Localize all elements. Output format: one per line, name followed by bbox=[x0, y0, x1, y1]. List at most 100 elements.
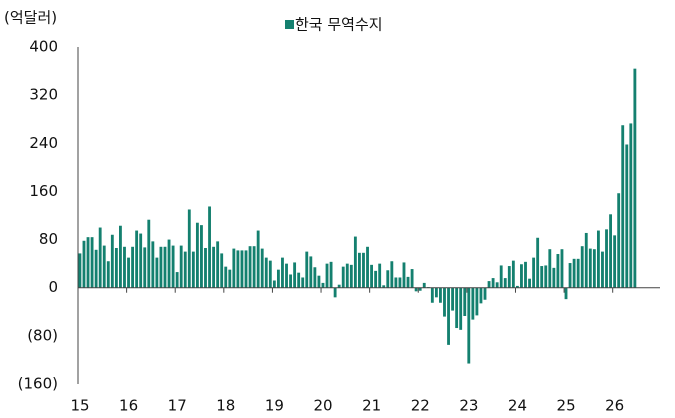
bar bbox=[382, 285, 386, 288]
legend-swatch bbox=[285, 20, 294, 29]
bar bbox=[422, 282, 426, 288]
bar bbox=[313, 267, 317, 288]
bar bbox=[609, 214, 612, 288]
bar bbox=[200, 225, 203, 288]
y-tick-label: 240 bbox=[29, 134, 58, 152]
bar bbox=[605, 229, 608, 288]
bar bbox=[110, 234, 114, 288]
bar bbox=[244, 250, 248, 288]
bar bbox=[147, 219, 151, 288]
x-tick-label: 17 bbox=[168, 397, 187, 415]
bar bbox=[552, 267, 556, 288]
bar bbox=[479, 287, 483, 304]
bar bbox=[256, 230, 260, 288]
bar bbox=[293, 262, 297, 288]
legend-label: 한국 무역수지 bbox=[295, 16, 383, 34]
bar bbox=[151, 241, 155, 288]
bar bbox=[576, 258, 580, 288]
bar bbox=[443, 287, 446, 317]
bar bbox=[333, 287, 337, 298]
bar bbox=[544, 265, 548, 288]
bar bbox=[499, 265, 503, 288]
bar bbox=[536, 237, 540, 288]
bar bbox=[564, 287, 568, 300]
bar bbox=[353, 236, 357, 288]
y-tick-label: (160) bbox=[18, 375, 58, 393]
bar bbox=[276, 269, 280, 288]
bar bbox=[139, 233, 143, 288]
bar bbox=[131, 246, 135, 288]
bar bbox=[358, 252, 361, 288]
bar bbox=[272, 280, 276, 288]
bar bbox=[588, 248, 592, 288]
bar bbox=[394, 277, 398, 288]
bar bbox=[528, 278, 531, 288]
bar bbox=[195, 222, 199, 288]
bar bbox=[439, 287, 442, 303]
bar bbox=[317, 275, 321, 288]
bar bbox=[406, 276, 410, 288]
bar bbox=[625, 144, 629, 288]
bar bbox=[163, 246, 167, 288]
x-tick-label: 26 bbox=[605, 397, 624, 415]
bar bbox=[325, 263, 329, 288]
x-tick-label: 24 bbox=[508, 397, 527, 415]
bar bbox=[232, 248, 236, 288]
bar bbox=[212, 246, 216, 288]
bar bbox=[520, 264, 523, 288]
bar bbox=[629, 123, 633, 288]
bar bbox=[236, 250, 240, 288]
bar bbox=[228, 269, 232, 288]
bar bbox=[114, 247, 118, 288]
bar bbox=[515, 285, 519, 288]
bar bbox=[459, 287, 463, 330]
bar bbox=[390, 261, 394, 288]
bar bbox=[252, 246, 256, 288]
bar bbox=[592, 249, 596, 288]
bar bbox=[187, 209, 191, 288]
bar bbox=[548, 249, 552, 288]
bar bbox=[447, 287, 450, 345]
bar bbox=[135, 230, 139, 288]
bar bbox=[268, 260, 272, 288]
bar bbox=[430, 287, 434, 303]
bar bbox=[503, 278, 507, 288]
bar bbox=[374, 270, 378, 288]
bar bbox=[345, 263, 349, 288]
x-tick-label: 18 bbox=[216, 397, 235, 415]
bar bbox=[175, 272, 179, 288]
bar bbox=[601, 251, 604, 288]
bar bbox=[167, 239, 171, 288]
y-tick-label: 80 bbox=[39, 230, 58, 248]
bar bbox=[285, 263, 288, 288]
bar bbox=[281, 257, 284, 288]
y-tick-label: 160 bbox=[29, 182, 58, 200]
bar bbox=[264, 257, 268, 288]
bar bbox=[240, 250, 244, 288]
bar bbox=[102, 245, 106, 288]
bar bbox=[297, 272, 301, 288]
bar bbox=[491, 278, 495, 288]
bar bbox=[511, 260, 515, 288]
bar bbox=[410, 269, 414, 288]
bar bbox=[208, 206, 211, 288]
bar bbox=[540, 266, 544, 288]
bar bbox=[386, 270, 390, 288]
bar bbox=[78, 253, 82, 288]
bar bbox=[621, 125, 625, 288]
bar bbox=[366, 246, 369, 288]
bar bbox=[321, 282, 325, 288]
bar bbox=[362, 252, 365, 288]
bar bbox=[556, 254, 560, 288]
bar bbox=[159, 246, 163, 288]
bar bbox=[155, 257, 159, 288]
bar bbox=[434, 287, 438, 298]
bar bbox=[90, 237, 94, 288]
bar bbox=[402, 262, 406, 288]
bar bbox=[463, 287, 467, 316]
bar bbox=[220, 253, 224, 288]
bar bbox=[483, 287, 487, 300]
y-tick-label: (80) bbox=[27, 326, 58, 344]
bar bbox=[418, 287, 422, 291]
